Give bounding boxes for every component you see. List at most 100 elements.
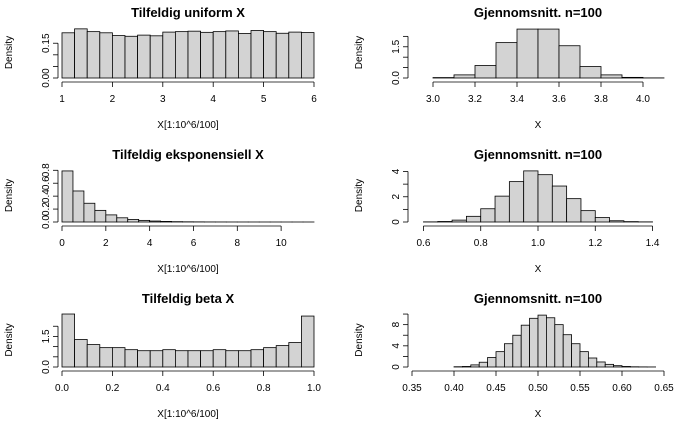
histogram-bar [275,32,290,79]
histogram-bar [200,350,214,368]
x-tick-label: 0.2 [105,383,119,394]
chart-title: Gjennomsnitt. n=100 [474,5,602,20]
x-tick-label: 0.6 [417,238,431,249]
x-tick-label: 3.8 [594,94,608,105]
x-axis-label: X [535,409,542,420]
panel-6: Gjennomsnitt. n=100 0.35 0.40 0.45 0.50 0.55 0… [354,291,674,420]
panel-3: Tilfeldig eksponensiell X0 2 4 6 8 100.00.20.… [4,147,315,275]
y-tick-label: 0.0 [41,215,52,229]
histogram-bar [466,215,482,223]
x-tick-label: 10 [276,238,288,249]
chart-title: Tilfeldig eksponensiell X [112,147,264,162]
histogram-bar [451,219,467,223]
histogram-bar [604,363,615,368]
x-tick-label: 2 [110,94,116,105]
histogram-bar [263,31,277,79]
x-tick-label: 0.40 [444,383,464,394]
histogram-bar [600,74,623,79]
x-tick-label: 0.0 [55,383,69,394]
histogram-bar [495,351,505,368]
panel-4: Gjennomsnitt. n=100 0.6 0.8 1.0 1.2 1.4 0 2 4 X De… [354,147,660,275]
histogram-bar [124,35,138,79]
histogram-bar [212,349,227,368]
y-tick-label: 8 [391,321,402,327]
x-tick-label: 1 [59,94,65,105]
y-tick-label: 4 [391,168,402,174]
x-tick-label: 0.65 [654,383,674,394]
x-tick-label: 0.6 [206,383,220,394]
y-tick-label: 0.15 [41,33,52,53]
histogram-bar [74,28,88,79]
y-axis-label: Density [354,323,365,356]
y-tick-label: 0.0 [391,71,402,85]
y-tick-label: 1.5 [391,39,402,53]
chart-title: Gjennomsnitt. n=100 [474,291,602,306]
y-axis-label: Density [354,36,365,69]
histogram-bar [116,217,129,223]
histogram-bar [61,313,75,368]
histogram-bar [529,317,539,368]
histogram-bar [300,32,315,79]
histogram-bar [437,221,453,223]
histogram-bar [250,30,265,79]
histogram-bar [537,28,560,79]
x-tick-label: 8 [235,238,241,249]
histogram-bar [470,364,480,368]
x-tick-label: 3.4 [510,94,524,105]
histogram-bar [571,343,581,368]
histogram-bar [162,349,176,368]
chart-title: Tilfeldig beta X [142,291,235,306]
histogram-bar [487,357,497,368]
histogram-bar [225,30,239,79]
x-tick-label: 0.50 [528,383,548,394]
histogram-bar [558,45,581,79]
x-tick-label: 3.0 [426,94,440,105]
histogram-bar [480,208,496,223]
histogram-bar [212,31,227,79]
histogram-bar [86,31,101,79]
histogram-bar [137,350,151,368]
y-tick-label: 0.8 [41,163,52,177]
histogram-bar [94,209,107,223]
histogram-bar [137,34,151,79]
histogram-bar [275,345,290,368]
bars [61,170,315,223]
bars [453,314,657,368]
histogram-bar [580,210,596,223]
histogram-bar [250,349,265,368]
histogram-bar [588,357,598,368]
histogram-bar [579,351,589,368]
x-tick-label: 3.2 [468,94,482,105]
x-tick-label: 1.0 [531,238,545,249]
y-tick-label: 0 [391,364,402,370]
histogram-bar [461,366,472,368]
histogram-bar [138,219,151,223]
histogram-bar [105,214,118,223]
histogram-bar [594,217,610,223]
histogram-bar [512,334,522,368]
x-tick-label: 0.55 [570,383,590,394]
bars [61,28,315,79]
histogram-bar [187,30,202,79]
x-tick-label: 1.4 [646,238,660,249]
histogram-bar [112,347,126,368]
chart-title: Tilfeldig uniform X [131,5,245,20]
histogram-bar [300,315,315,368]
x-axis-label: X [535,120,542,131]
x-tick-label: 0.8 [257,383,271,394]
histogram-bar [74,339,88,368]
x-tick-label: 3.6 [552,94,566,105]
histogram-bar [566,198,582,223]
y-axis-label: Density [4,323,15,356]
histogram-bar [187,350,202,368]
histogram-bar [149,350,164,368]
x-tick-label: 0.60 [612,383,632,394]
histogram-bar [61,32,75,79]
x-tick-label: 1.0 [307,383,321,394]
histogram-bar [72,190,85,223]
x-axis-label: X[1:10^6/100] [157,120,219,131]
histogram-bar [523,170,539,223]
histogram-bar [537,314,547,368]
histogram-bar [200,31,214,79]
histogram-bar [554,324,564,368]
